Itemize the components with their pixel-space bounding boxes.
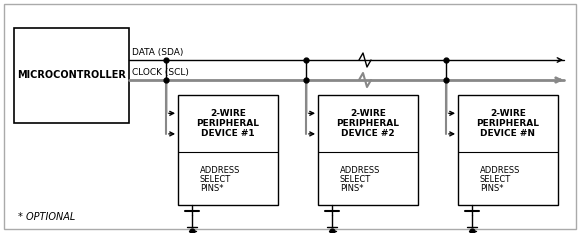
Text: CLOCK (SCL): CLOCK (SCL) [132,68,189,77]
Text: * OPTIONAL: * OPTIONAL [18,212,75,222]
Text: ADDRESS: ADDRESS [480,166,520,175]
Text: 2-WIRE: 2-WIRE [210,109,246,118]
Text: DEVICE #1: DEVICE #1 [201,129,255,138]
Bar [14,28,129,123]
Text: DEVICE #N: DEVICE #N [480,129,535,138]
Text: PINS*: PINS* [200,184,223,193]
Text: PERIPHERAL: PERIPHERAL [477,119,539,128]
Text: ADDRESS: ADDRESS [200,166,240,175]
Text: PINS*: PINS* [340,184,364,193]
Text: DEVICE #2: DEVICE #2 [341,129,395,138]
Text: SELECT: SELECT [200,175,231,184]
Bar [458,95,558,205]
Text: 2-WIRE: 2-WIRE [490,109,526,118]
Text: PINS*: PINS* [480,184,503,193]
Text: 2-WIRE: 2-WIRE [350,109,386,118]
Text: PERIPHERAL: PERIPHERAL [197,119,259,128]
Bar [178,95,278,205]
Text: ADDRESS: ADDRESS [340,166,380,175]
Bar [318,95,418,205]
Text: DATA (SDA): DATA (SDA) [132,48,183,57]
Text: PERIPHERAL: PERIPHERAL [336,119,400,128]
Text: SELECT: SELECT [340,175,371,184]
Text: SELECT: SELECT [480,175,511,184]
Text: MICROCONTROLLER: MICROCONTROLLER [17,71,126,80]
